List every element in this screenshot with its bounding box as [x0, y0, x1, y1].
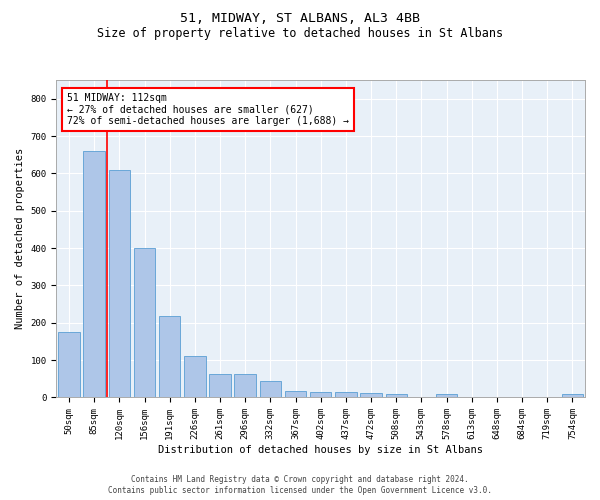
Bar [386, 394, 407, 398]
Bar [361, 392, 382, 398]
Bar [335, 392, 356, 398]
Y-axis label: Number of detached properties: Number of detached properties [15, 148, 25, 330]
Bar [562, 394, 583, 398]
Bar [159, 316, 181, 398]
Bar [134, 248, 155, 398]
Bar [235, 374, 256, 398]
Bar [109, 170, 130, 398]
Bar [260, 382, 281, 398]
X-axis label: Distribution of detached houses by size in St Albans: Distribution of detached houses by size … [158, 445, 483, 455]
Text: Contains public sector information licensed under the Open Government Licence v3: Contains public sector information licen… [108, 486, 492, 495]
Bar [58, 332, 80, 398]
Text: 51, MIDWAY, ST ALBANS, AL3 4BB: 51, MIDWAY, ST ALBANS, AL3 4BB [180, 12, 420, 26]
Bar [184, 356, 206, 398]
Bar [83, 151, 105, 398]
Bar [310, 392, 331, 398]
Text: Contains HM Land Registry data © Crown copyright and database right 2024.: Contains HM Land Registry data © Crown c… [131, 475, 469, 484]
Text: Size of property relative to detached houses in St Albans: Size of property relative to detached ho… [97, 28, 503, 40]
Bar [436, 394, 457, 398]
Bar [285, 391, 306, 398]
Text: 51 MIDWAY: 112sqm
← 27% of detached houses are smaller (627)
72% of semi-detache: 51 MIDWAY: 112sqm ← 27% of detached hous… [67, 92, 349, 126]
Bar [209, 374, 231, 398]
